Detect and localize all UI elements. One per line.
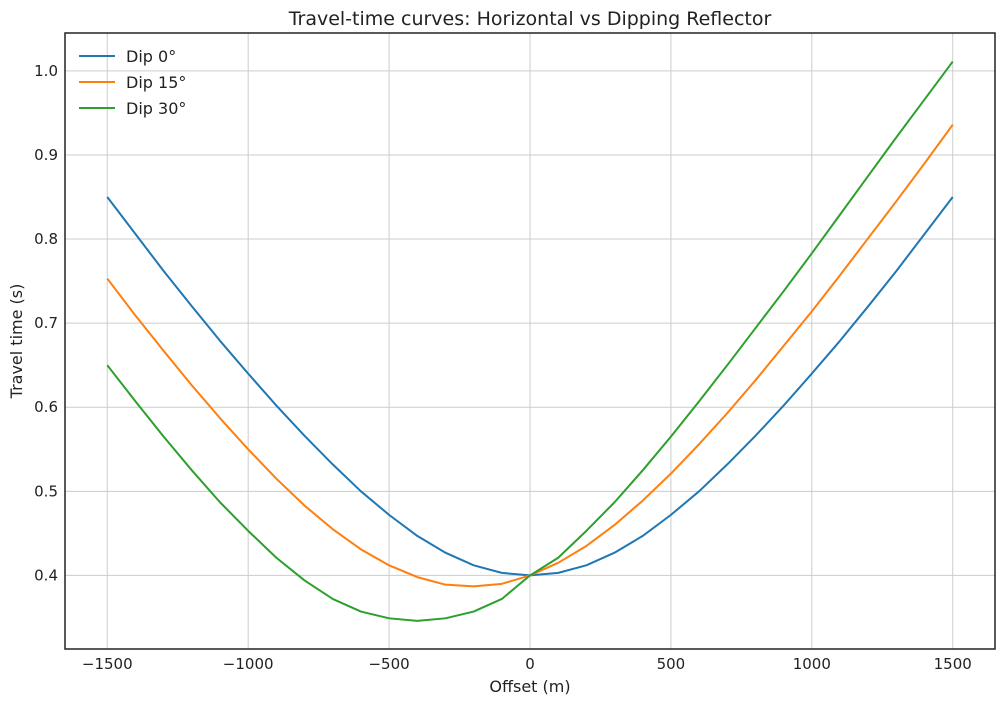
legend-label: Dip 15° [126, 73, 186, 92]
y-tick-label: 0.9 [34, 146, 58, 164]
y-tick-label: 0.4 [34, 566, 58, 584]
x-tick-label: 1000 [793, 655, 831, 673]
y-tick-label: 0.8 [34, 230, 58, 248]
grid [65, 33, 995, 649]
x-axis-ticks: −1500 −1000 −500 0 500 1000 1500 [82, 655, 972, 673]
legend: Dip 0° Dip 15° Dip 30° [79, 47, 186, 118]
x-tick-label: −500 [368, 655, 409, 673]
y-tick-label: 0.5 [34, 482, 58, 500]
x-tick-label: 1500 [934, 655, 972, 673]
x-tick-label: 500 [657, 655, 686, 673]
chart-title: Travel-time curves: Horizontal vs Dippin… [288, 8, 772, 30]
series-line-2 [106, 60, 954, 622]
x-tick-label: −1000 [223, 655, 274, 673]
legend-label: Dip 0° [126, 47, 176, 66]
x-tick-label: 0 [525, 655, 535, 673]
y-tick-label: 0.7 [34, 314, 58, 332]
y-axis-ticks: 0.4 0.5 0.6 0.7 0.8 0.9 1.0 [34, 62, 58, 585]
x-axis-label: Offset (m) [489, 677, 570, 696]
y-tick-label: 1.0 [34, 62, 58, 80]
series-lines [106, 60, 954, 622]
y-axis-label: Travel time (s) [7, 284, 26, 400]
y-tick-label: 0.6 [34, 398, 58, 416]
plot-frame [64, 32, 996, 650]
x-tick-label: −1500 [82, 655, 133, 673]
legend-label: Dip 30° [126, 99, 186, 118]
